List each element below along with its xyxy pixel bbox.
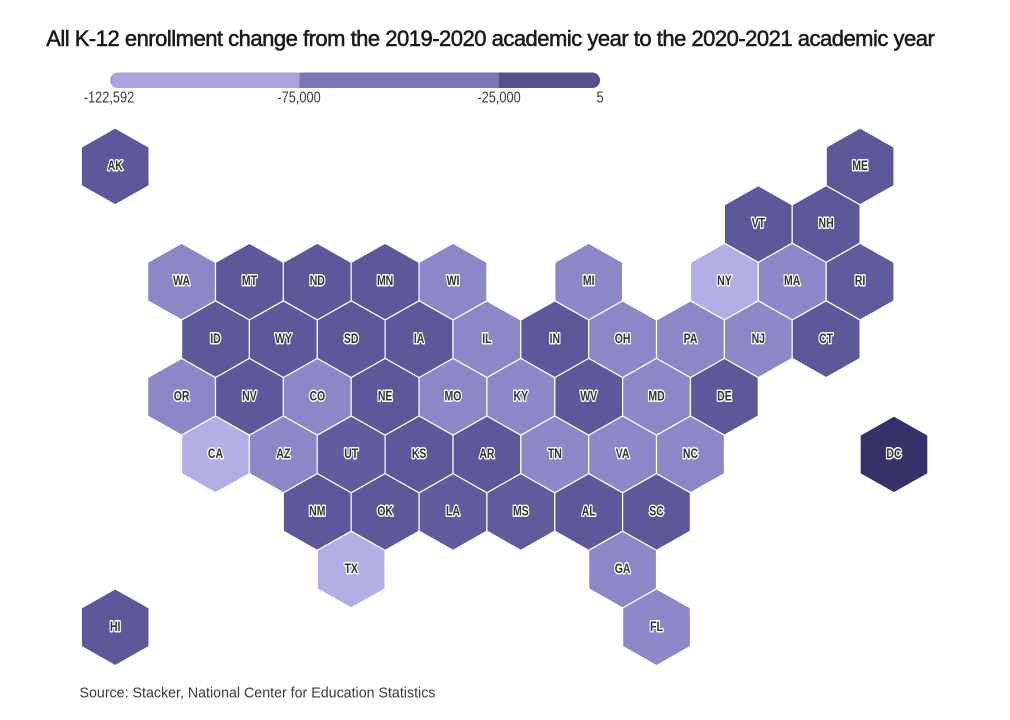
svg-text:Source: Stacker, National Cent: Source: Stacker, National Center for Edu… xyxy=(80,685,436,701)
svg-text:MT: MT xyxy=(242,273,258,289)
svg-text:AL: AL xyxy=(582,503,596,519)
svg-text:MD: MD xyxy=(648,388,664,404)
svg-text:AR: AR xyxy=(479,446,494,462)
svg-text:SC: SC xyxy=(649,503,664,519)
svg-text:ME: ME xyxy=(852,158,868,174)
svg-text:TX: TX xyxy=(344,561,358,577)
svg-text:KY: KY xyxy=(514,388,529,404)
svg-text:OH: OH xyxy=(615,330,631,346)
svg-text:WA: WA xyxy=(173,273,190,289)
svg-text:HI: HI xyxy=(110,618,121,634)
svg-text:SD: SD xyxy=(344,330,359,346)
svg-text:NV: NV xyxy=(242,388,257,404)
svg-text:NH: NH xyxy=(819,215,834,231)
svg-text:ID: ID xyxy=(210,330,221,346)
svg-text:PA: PA xyxy=(684,330,698,346)
svg-text:WI: WI xyxy=(447,273,460,289)
svg-text:TN: TN xyxy=(548,446,562,462)
svg-text:UT: UT xyxy=(344,446,358,462)
svg-text:WY: WY xyxy=(275,330,293,346)
svg-text:All K-12 enrollment change fro: All K-12 enrollment change from the 2019… xyxy=(46,26,934,51)
svg-text:GA: GA xyxy=(615,561,631,577)
svg-text:AK: AK xyxy=(108,158,123,174)
svg-text:-75,000: -75,000 xyxy=(277,89,320,107)
svg-text:5: 5 xyxy=(596,89,603,107)
svg-text:IA: IA xyxy=(414,330,425,346)
svg-text:ND: ND xyxy=(310,273,325,289)
svg-text:NM: NM xyxy=(309,503,325,519)
svg-text:MO: MO xyxy=(445,388,462,404)
svg-text:DE: DE xyxy=(717,388,732,404)
svg-text:CO: CO xyxy=(309,388,325,404)
svg-text:RI: RI xyxy=(855,273,866,289)
svg-text:VA: VA xyxy=(616,446,630,462)
svg-text:DC: DC xyxy=(886,446,901,462)
svg-text:LA: LA xyxy=(446,503,460,519)
svg-text:NE: NE xyxy=(378,388,393,404)
svg-text:KS: KS xyxy=(412,446,427,462)
svg-text:NY: NY xyxy=(717,273,732,289)
svg-text:WV: WV xyxy=(580,388,598,404)
svg-text:CA: CA xyxy=(208,446,223,462)
svg-text:NJ: NJ xyxy=(752,330,766,346)
svg-text:MN: MN xyxy=(377,273,393,289)
svg-text:VT: VT xyxy=(752,215,766,231)
svg-text:-25,000: -25,000 xyxy=(477,89,520,107)
svg-text:OK: OK xyxy=(377,503,393,519)
svg-text:MS: MS xyxy=(513,503,529,519)
svg-text:MI: MI xyxy=(583,273,595,289)
svg-text:OR: OR xyxy=(174,388,190,404)
svg-text:MA: MA xyxy=(784,273,800,289)
svg-text:IL: IL xyxy=(482,330,492,346)
svg-text:CT: CT xyxy=(819,330,833,346)
svg-text:-122,592: -122,592 xyxy=(84,89,134,107)
svg-text:IN: IN xyxy=(550,330,561,346)
svg-text:NC: NC xyxy=(683,446,698,462)
svg-text:FL: FL xyxy=(650,618,663,634)
svg-text:AZ: AZ xyxy=(276,446,290,462)
